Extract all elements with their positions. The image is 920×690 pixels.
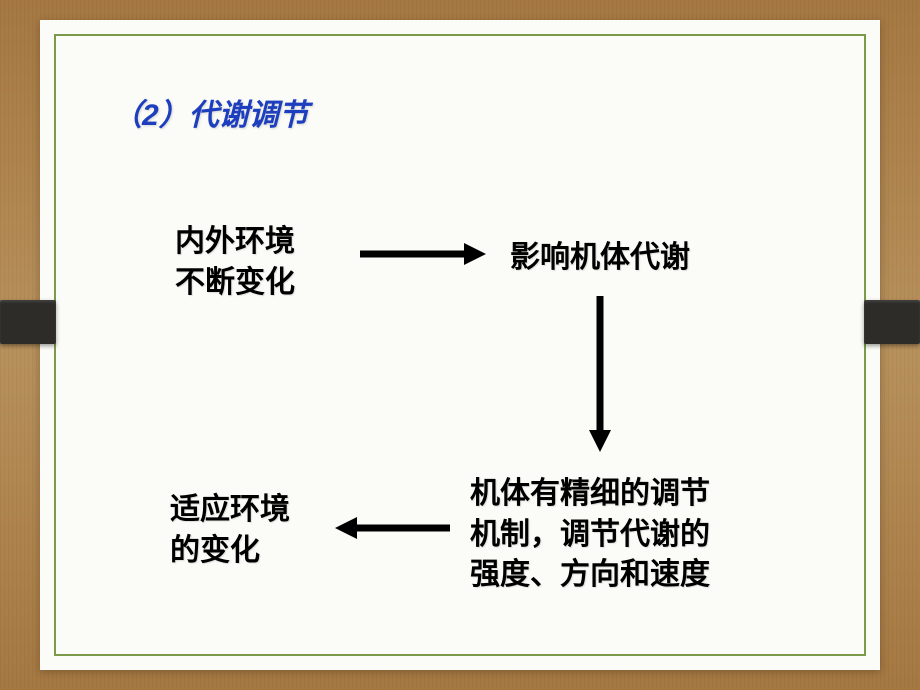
arrow-1 [340, 234, 506, 274]
node-adapt-environment: 适应环境的变化 [170, 490, 290, 571]
slide-title: （2）代谢调节 [112, 90, 309, 134]
clip-right [864, 300, 920, 344]
node-affect-metabolism: 影响机体代谢 [510, 238, 690, 279]
arrow-3 [315, 508, 470, 548]
node-regulation-mechanism: 机体有精细的调节机制，调节代谢的强度、方向和速度 [470, 474, 710, 596]
clip-left [0, 300, 56, 344]
node-environment-change: 内外环境不断变化 [175, 222, 295, 303]
slide-frame: （2）代谢调节 内外环境不断变化 影响机体代谢 机体有精细的调节机制，调节代谢的… [40, 20, 880, 670]
arrow-2 [580, 276, 620, 472]
